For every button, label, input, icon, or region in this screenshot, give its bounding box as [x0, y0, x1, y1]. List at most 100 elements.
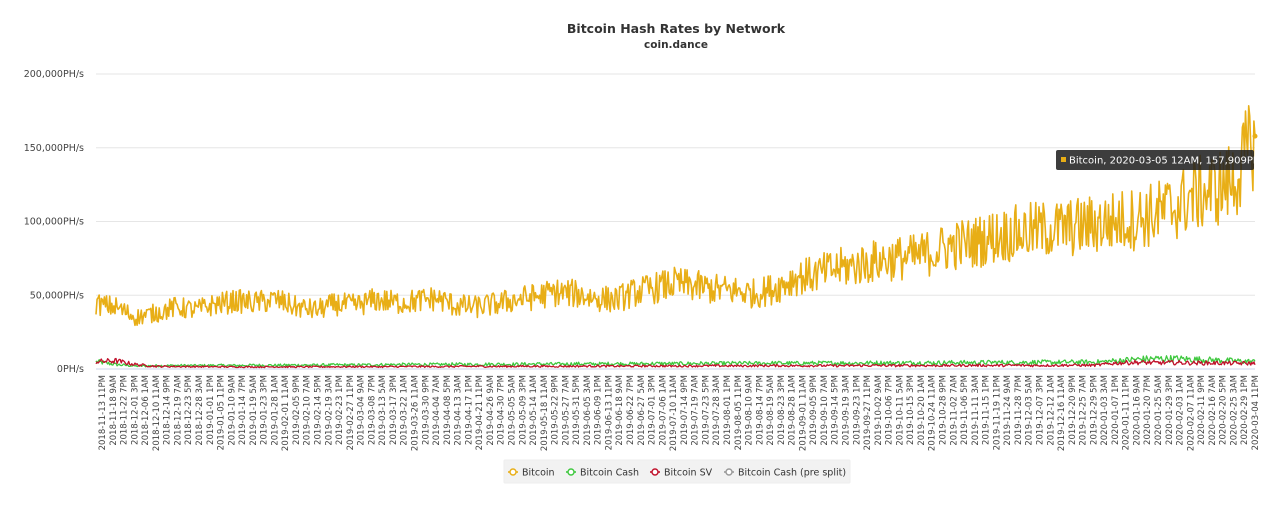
- chart-title: Bitcoin Hash Rates by Network: [567, 21, 786, 36]
- x-tick-label: 2020-02-20 5PM: [1219, 375, 1229, 445]
- series-line-bitcoin-cash[interactable]: [95, 354, 1256, 368]
- x-tick-label: 2019-07-23 5PM: [701, 375, 711, 445]
- legend-label: Bitcoin Cash (pre split): [738, 468, 846, 479]
- y-tick-label: 50,000PH/s: [30, 290, 84, 301]
- legend-item[interactable]: Bitcoin SV: [650, 468, 713, 479]
- y-tick-label: 150,000PH/s: [24, 143, 84, 154]
- x-tick-label: 2019-05-05 5AM: [508, 375, 518, 446]
- legend-item[interactable]: Bitcoin: [508, 468, 555, 479]
- x-tick-label: 2019-02-10 7AM: [303, 375, 313, 446]
- legend-label: Bitcoin SV: [664, 468, 713, 479]
- x-tick-label: 2019-06-05 3AM: [583, 375, 593, 446]
- x-tick-label: 2019-06-09 1PM: [594, 375, 604, 445]
- legend-item[interactable]: Bitcoin Cash: [566, 468, 639, 479]
- x-tick-label: 2019-01-23 3PM: [260, 375, 270, 445]
- x-tick-label: 2019-06-27 5AM: [637, 375, 647, 446]
- x-tick-label: 2019-12-20 9PM: [1068, 375, 1078, 445]
- x-tick-label: 2019-02-19 3AM: [324, 375, 334, 446]
- x-tick-label: 2019-06-18 9AM: [615, 375, 625, 446]
- x-tick-label: 2019-04-04 7AM: [432, 375, 442, 446]
- x-tick-label: 2020-02-29 1PM: [1240, 375, 1250, 445]
- x-tick-label: 2019-04-08 5PM: [443, 375, 453, 445]
- x-tick-label: 2019-05-27 7AM: [561, 375, 571, 446]
- x-tick-label: 2019-01-01 1PM: [206, 375, 216, 445]
- y-tick-label: 200,000PH/s: [24, 69, 84, 80]
- x-tick-label: 2018-12-28 3AM: [195, 375, 205, 446]
- x-tick-label: 2020-02-07 11AM: [1186, 375, 1196, 451]
- x-tick-label: 2019-05-09 3PM: [518, 375, 528, 445]
- x-tick-label: 2020-02-11 9PM: [1197, 375, 1207, 445]
- x-tick-label: 2019-07-10 11AM: [669, 375, 679, 451]
- x-tick-label: 2019-10-15 3PM: [906, 375, 916, 445]
- x-tick-label: 2019-03-17 3PM: [389, 375, 399, 445]
- x-tick-label: 2019-03-30 9PM: [421, 375, 431, 445]
- x-tick-label: 2020-01-07 1PM: [1111, 375, 1121, 445]
- x-tick-label: 2019-04-17 1PM: [464, 375, 474, 445]
- x-tick-label: 2019-10-28 9PM: [939, 375, 949, 445]
- x-tick-label: 2019-10-20 1AM: [917, 375, 927, 446]
- x-tick-label: 2019-12-12 1AM: [1046, 375, 1056, 446]
- x-tick-label: 2019-09-14 5PM: [831, 375, 841, 445]
- x-tick-label: 2019-09-19 3AM: [842, 375, 852, 446]
- tooltip-box: [1056, 150, 1254, 170]
- x-tick-label: 2019-08-28 1AM: [788, 375, 798, 446]
- x-tick-label: 2019-08-05 11PM: [734, 375, 744, 450]
- x-tick-label: 2019-07-06 1AM: [658, 375, 668, 446]
- x-tick-label: 2019-01-05 11PM: [217, 375, 227, 450]
- x-tick-label: 2019-08-14 7PM: [755, 375, 765, 445]
- x-tick-label: 2019-03-04 9AM: [357, 375, 367, 446]
- x-tick-label: 2019-08-01 1PM: [723, 375, 733, 445]
- x-tick-label: 2020-01-25 5AM: [1154, 375, 1164, 446]
- x-tick-label: 2019-09-10 7AM: [820, 375, 830, 446]
- x-tick-label: 2019-02-14 5PM: [314, 375, 324, 445]
- hover-point[interactable]: [1252, 133, 1258, 139]
- x-tick-label: 2020-01-20 7PM: [1143, 375, 1153, 445]
- x-tick-label: 2019-09-01 11AM: [798, 375, 808, 451]
- x-tick-label: 2018-12-01 3PM: [130, 375, 140, 445]
- x-tick-label: 2019-01-14 7PM: [238, 375, 248, 445]
- x-tick-label: 2019-11-28 7PM: [1014, 375, 1024, 445]
- x-tick-label: 2018-12-19 7AM: [173, 375, 183, 446]
- y-tick-label: 100,000PH/s: [24, 217, 84, 228]
- x-tick-label: 2019-10-11 5AM: [895, 375, 905, 446]
- x-tick-label: 2020-01-16 9AM: [1133, 375, 1143, 446]
- x-tick-label: 2019-04-26 9AM: [486, 375, 496, 446]
- x-tick-label: 2019-07-14 9PM: [680, 375, 690, 445]
- legend-marker-icon: [509, 468, 517, 476]
- legend-marker-icon: [567, 468, 575, 476]
- x-tick-label: 2019-03-22 1AM: [400, 375, 410, 446]
- x-tick-label: 2019-12-25 7AM: [1079, 375, 1089, 446]
- x-tick-label: 2019-07-28 3AM: [712, 375, 722, 446]
- y-tick-label: 0PH/s: [57, 364, 84, 375]
- x-tick-label: 2019-11-06 5PM: [960, 375, 970, 445]
- x-tick-label: 2019-01-19 5AM: [249, 375, 259, 446]
- x-tick-label: 2019-02-23 1PM: [335, 375, 345, 445]
- x-tick-label: 2019-03-08 7PM: [367, 375, 377, 445]
- x-tick-label: 2019-04-13 3AM: [454, 375, 464, 446]
- x-tick-label: 2019-07-01 3PM: [648, 375, 658, 445]
- legend-item[interactable]: Bitcoin Cash (pre split): [724, 468, 846, 479]
- x-tick-label: 2019-11-11 3AM: [971, 375, 981, 446]
- legend-box: [503, 459, 851, 484]
- x-tick-label: 2019-05-14 1AM: [529, 375, 539, 446]
- x-tick-label: 2019-06-22 7PM: [626, 375, 636, 445]
- x-tick-label: 2019-04-30 7PM: [497, 375, 507, 445]
- x-tick-label: 2019-06-13 11PM: [605, 375, 615, 450]
- chart-subtitle: coin.dance: [644, 39, 708, 51]
- x-tick-label: 2019-10-02 9AM: [874, 375, 884, 446]
- series-line-bitcoin-sv[interactable]: [95, 357, 1256, 369]
- x-tick-label: 2019-03-13 5AM: [378, 375, 388, 446]
- tooltip-swatch: [1061, 157, 1066, 162]
- series-line-bitcoin[interactable]: [95, 105, 1256, 327]
- x-tick-label: 2019-01-28 1AM: [270, 375, 280, 446]
- x-tick-label: 2018-11-22 7PM: [120, 375, 130, 445]
- legend-marker-icon: [725, 468, 733, 476]
- x-tick-label: 2018-12-23 5PM: [184, 375, 194, 445]
- x-tick-label: 2018-12-10 11AM: [152, 375, 162, 451]
- x-tick-label: 2019-03-26 11AM: [411, 375, 421, 451]
- x-tick-label: 2019-10-06 7PM: [885, 375, 895, 445]
- x-tick-label: 2019-02-27 11PM: [346, 375, 356, 450]
- x-tick-label: 2020-02-03 1AM: [1176, 375, 1186, 446]
- x-tick-label: 2019-12-03 5AM: [1025, 375, 1035, 446]
